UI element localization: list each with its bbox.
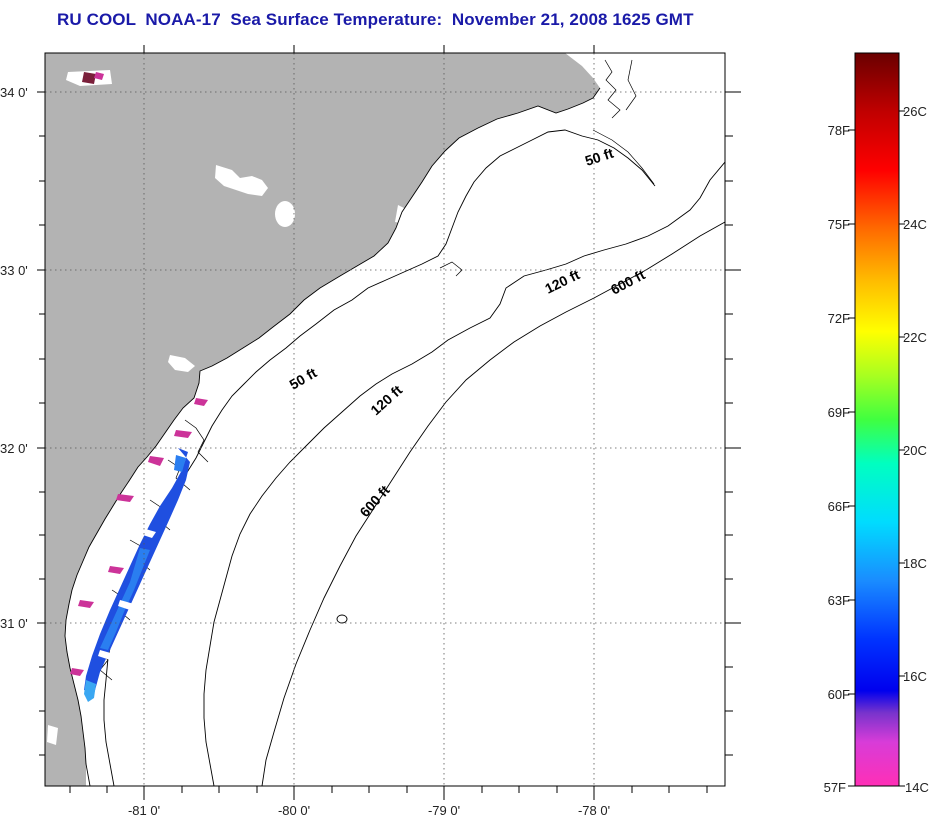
inland-water <box>47 725 58 745</box>
colorbar-f-72: 72F <box>828 311 850 326</box>
lon-label-79: -79 0' <box>428 803 460 817</box>
colorbar-f-69: 69F <box>828 405 850 420</box>
color-bar: 78F 75F 72F 69F 66F 63F 60F 57F 26C 24C … <box>824 52 929 795</box>
colorbar-f-78: 78F <box>828 123 850 138</box>
contour-120ft <box>203 161 725 786</box>
colorbar-f-75: 75F <box>828 217 850 232</box>
color-bar-gradient <box>854 52 900 787</box>
colorbar-c-26: 26C <box>903 104 927 119</box>
sst-swath <box>70 72 208 702</box>
inland-water <box>168 355 195 372</box>
lat-label-31: 31 0' <box>0 616 28 631</box>
colorbar-c-24: 24C <box>903 217 927 232</box>
graticule <box>45 53 725 786</box>
lat-label-33: 33 0' <box>0 263 28 278</box>
lon-label-81: -81 0' <box>128 803 160 817</box>
lon-label-80: -80 0' <box>278 803 310 817</box>
colorbar-f-57: 57F <box>824 780 846 795</box>
colorbar-c-18: 18C <box>903 556 927 571</box>
inland-water <box>215 165 268 196</box>
colorbar-c-20: 20C <box>903 443 927 458</box>
colorbar-c-14: 14C <box>905 780 929 795</box>
land-mass <box>45 53 600 786</box>
inland-lake <box>275 201 295 227</box>
colorbar-f-60: 60F <box>828 687 850 702</box>
map-frame <box>44 52 726 787</box>
colorbar-f-63: 63F <box>828 593 850 608</box>
coastline <box>64 87 601 786</box>
contour-600ft <box>261 221 725 786</box>
seamount-contour <box>336 614 348 624</box>
frame-ticks <box>37 45 741 800</box>
lon-label-78: -78 0' <box>578 803 610 817</box>
map-panel: 50 ft 50 ft 120 ft 120 ft 600 ft 600 ft <box>45 53 725 786</box>
colorbar-c-22: 22C <box>903 330 927 345</box>
lat-label-34: 34 0' <box>0 85 28 100</box>
map-title: RU COOL NOAA-17 Sea Surface Temperature:… <box>57 10 694 29</box>
lat-label-32: 32 0' <box>0 441 28 456</box>
colorbar-c-16: 16C <box>903 669 927 684</box>
colorbar-f-66: 66F <box>828 499 850 514</box>
